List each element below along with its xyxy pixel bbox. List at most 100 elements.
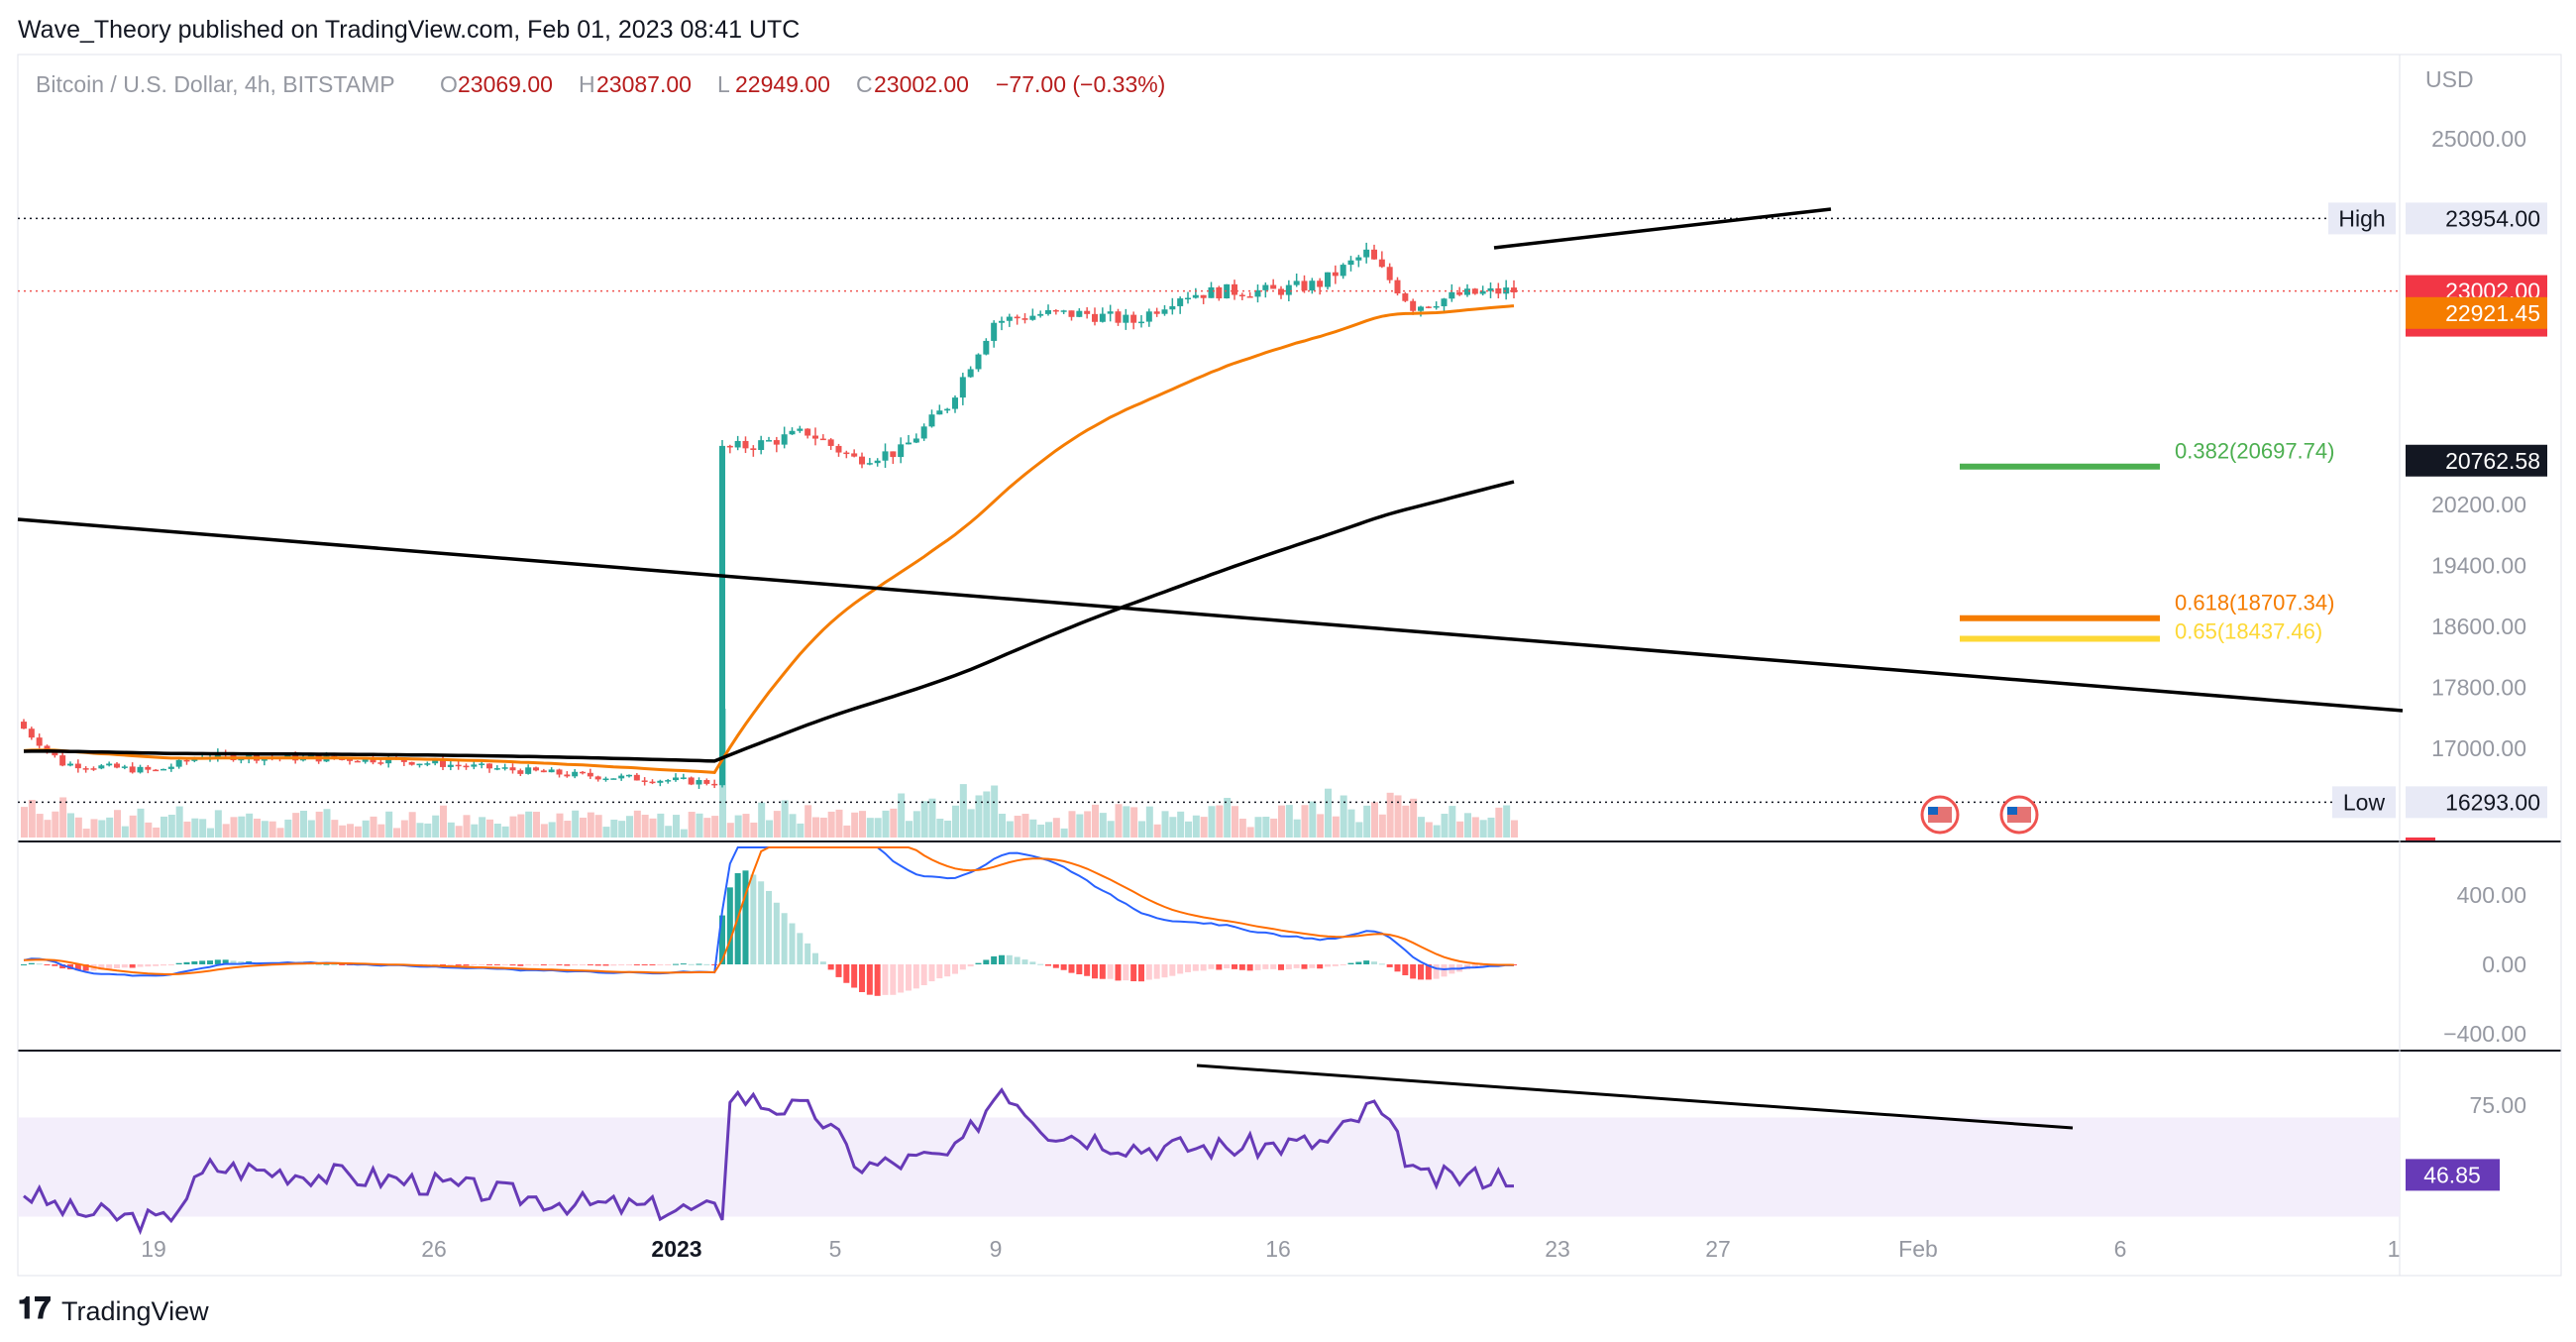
- volume-bar: [1254, 817, 1262, 838]
- macd-histogram-bar: [1177, 964, 1184, 974]
- volume-bar: [370, 816, 377, 838]
- price-tick-label: 19400.00: [2431, 553, 2526, 579]
- volume-bar: [967, 809, 975, 838]
- macd-histogram-bar: [486, 964, 492, 965]
- volume-bar: [564, 821, 572, 838]
- indicator-lines: [23, 304, 1515, 774]
- macd-histogram-bar: [1092, 964, 1098, 979]
- candle-body: [432, 760, 439, 764]
- macd-histogram-bar: [525, 964, 532, 966]
- candle-body: [1130, 314, 1137, 323]
- volume-bar: [153, 827, 161, 838]
- candle-body: [90, 768, 97, 770]
- volume-bar: [819, 817, 827, 838]
- volume-bar: [641, 815, 649, 838]
- macd-histogram-bar: [696, 963, 702, 965]
- rsi-divergence-line: [1196, 1063, 2074, 1130]
- macd-histogram-bar: [1130, 964, 1137, 982]
- macd-histogram-bar: [1410, 964, 1417, 979]
- candle-body: [641, 780, 648, 782]
- macd-tick-label: 400.00: [2457, 882, 2526, 908]
- volume-bar: [199, 819, 207, 838]
- volume-bar: [1208, 806, 1216, 838]
- volume-bar: [952, 805, 959, 838]
- candle-body: [835, 445, 842, 453]
- volume-bar: [28, 800, 36, 838]
- tradingview-logo[interactable]: 𝟏𝟕 TradingView: [18, 1292, 209, 1326]
- macd-histogram-bar: [1185, 964, 1191, 972]
- macd-histogram-bar: [827, 964, 834, 970]
- volume-bar: [74, 817, 82, 838]
- volume-bar: [121, 826, 129, 838]
- volume-bar: [843, 825, 851, 838]
- volume-bar: [758, 802, 766, 838]
- volume-bar: [183, 821, 191, 838]
- price-tick-label: 18600.00: [2431, 614, 2526, 639]
- macd-histogram-bar: [912, 964, 919, 989]
- candle-body: [36, 737, 43, 746]
- volume-bar: [1441, 814, 1449, 838]
- volume-bar: [859, 811, 866, 838]
- volume-bar: [835, 809, 843, 838]
- volume-bar: [408, 812, 416, 838]
- candle-body: [1278, 288, 1284, 295]
- candle-body: [1200, 294, 1207, 298]
- volume-bar: [975, 795, 983, 838]
- macd-histogram-bar: [493, 964, 500, 965]
- candle-body: [1363, 249, 1370, 258]
- volume-bar: [944, 820, 952, 838]
- macd-histogram-bar: [1325, 964, 1331, 967]
- macd-histogram-bar: [1115, 964, 1122, 981]
- volume-bar: [1200, 817, 1208, 838]
- volume-bar: [1029, 819, 1037, 838]
- volume-bar: [1045, 822, 1052, 838]
- macd-histogram-bar: [191, 960, 198, 964]
- rsi-value: 46.85: [2423, 1162, 2481, 1187]
- candle-body: [1238, 294, 1245, 297]
- event-flag-icon[interactable]: [1999, 795, 2039, 835]
- macd-histogram-bar: [1076, 964, 1083, 975]
- candle-body: [1045, 309, 1051, 314]
- volume-bar: [1270, 818, 1278, 838]
- volume-bar: [440, 805, 447, 838]
- volume-bar: [1433, 825, 1441, 838]
- candle-body: [1418, 306, 1424, 311]
- candle-body: [509, 767, 516, 771]
- candle-body: [898, 444, 905, 458]
- volume-bar: [493, 824, 501, 838]
- ema-200-line: [23, 480, 1515, 763]
- volume-bar: [1418, 817, 1425, 838]
- macd-histogram-bar: [952, 964, 958, 974]
- candle-body: [797, 428, 804, 431]
- event-flag-icon[interactable]: [1920, 795, 1960, 835]
- macd-histogram-bar: [819, 961, 826, 964]
- fib-label-0.65: 0.65(18437.46): [2175, 618, 2322, 643]
- volume-bar: [509, 816, 517, 838]
- volume-bar: [556, 813, 564, 838]
- macd-histogram-bar: [1309, 964, 1316, 968]
- macd-histogram-bar: [758, 881, 765, 964]
- candle-body: [719, 445, 725, 786]
- chart-border: [17, 54, 2562, 1277]
- candle-body: [633, 774, 640, 781]
- macd-histogram-bar: [580, 964, 586, 965]
- macd-histogram-bar: [1138, 964, 1144, 982]
- candle-body: [1068, 310, 1075, 317]
- macd-histogram-bar: [1347, 962, 1354, 964]
- macd-histogram-bar: [1200, 964, 1207, 971]
- ema-50-line: [23, 304, 1515, 774]
- fib-label-0.382: 0.382(20697.74): [2175, 439, 2334, 464]
- macd-histogram-bar: [789, 923, 796, 964]
- candle-body: [1232, 283, 1237, 295]
- macd-histogram-bar: [1479, 964, 1486, 967]
- candle-body: [1161, 309, 1168, 314]
- volume-bar: [874, 818, 882, 838]
- candle-body: [1262, 284, 1269, 290]
- macd-histogram-bar: [1246, 964, 1253, 971]
- volume-bar: [525, 811, 533, 838]
- volume-bar: [207, 828, 214, 838]
- macd-histogram-bar: [230, 960, 237, 964]
- macd-histogram-bar: [983, 959, 990, 964]
- volume-bar: [1355, 822, 1363, 838]
